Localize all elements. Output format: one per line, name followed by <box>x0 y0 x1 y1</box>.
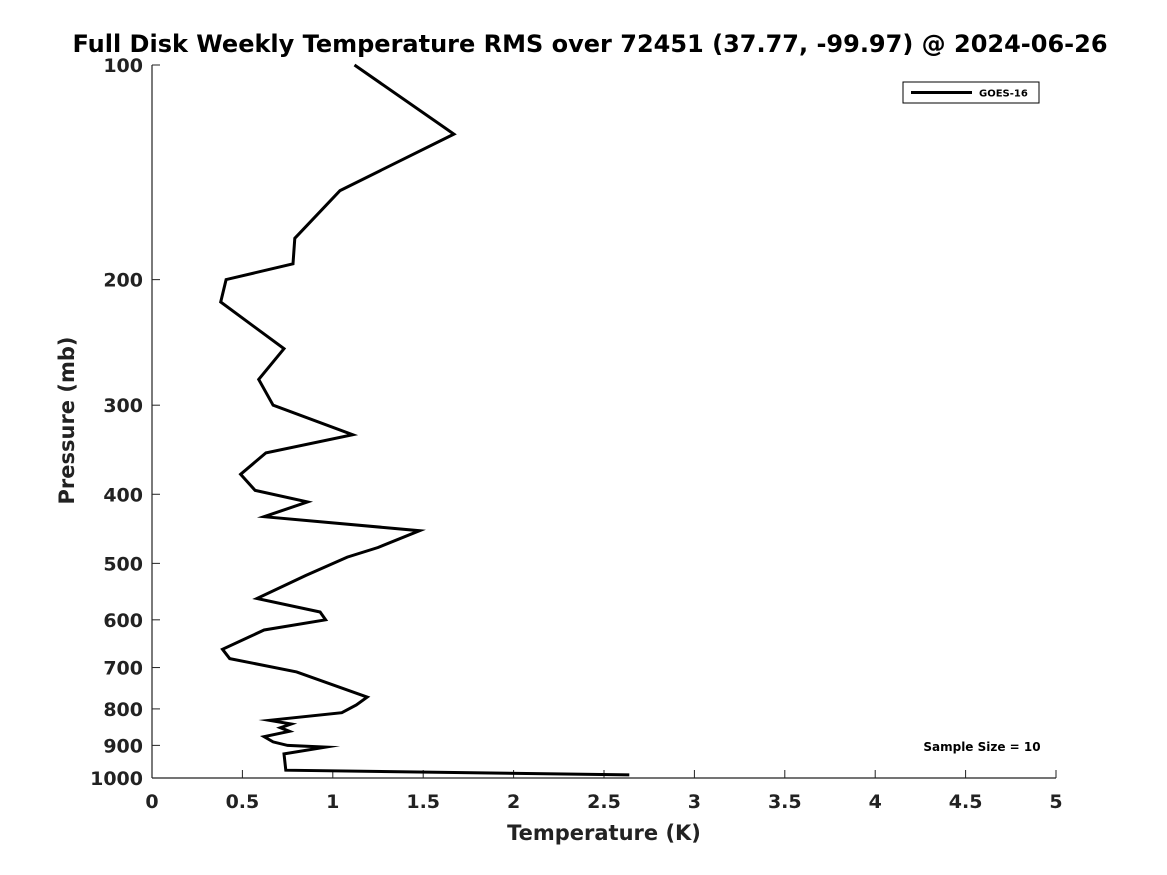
x-tick-label: 2.5 <box>587 791 621 813</box>
y-tick-label: 700 <box>103 658 143 680</box>
x-tick-label: 3.5 <box>768 791 802 813</box>
x-tick-label: 4 <box>869 791 882 813</box>
chart-title: Full Disk Weekly Temperature RMS over 72… <box>72 30 1107 58</box>
legend-label-goes-16: GOES-16 <box>979 89 1028 100</box>
series-layer <box>219 63 630 777</box>
x-tick-label: 1 <box>326 791 339 813</box>
x-tick-label: 1.5 <box>406 791 440 813</box>
y-axis-label: Pressure (mb) <box>55 337 79 505</box>
y-tick-label: 900 <box>103 735 143 757</box>
y-tick-label: 800 <box>103 699 143 721</box>
y-tick-label: 1000 <box>90 768 143 790</box>
y-tick-label: 100 <box>103 55 143 77</box>
y-tick-label: 400 <box>103 484 143 506</box>
y-tick-label: 200 <box>103 270 143 292</box>
x-tick-label: 5 <box>1049 791 1062 813</box>
x-tick-label: 3 <box>688 791 701 813</box>
x-axis-label: Temperature (K) <box>507 821 701 845</box>
y-tick-label: 600 <box>103 610 143 632</box>
sample-size-annotation: Sample Size = 10 <box>923 740 1040 754</box>
legend: GOES-16 <box>902 81 1040 104</box>
y-tick-label: 300 <box>103 395 143 417</box>
x-tick-label: 2 <box>507 791 520 813</box>
x-tick-label: 4.5 <box>949 791 983 813</box>
x-axis: 0 0.5 1 1.5 2 2.5 3 3.5 4 4.5 5 <box>145 770 1063 813</box>
series-line-goes-16 <box>219 63 630 777</box>
y-axis: 100 200 300 400 500 600 700 800 900 1000 <box>90 55 160 790</box>
x-tick-label: 0 <box>145 791 158 813</box>
x-tick-label: 0.5 <box>226 791 260 813</box>
y-tick-label: 500 <box>103 553 143 575</box>
